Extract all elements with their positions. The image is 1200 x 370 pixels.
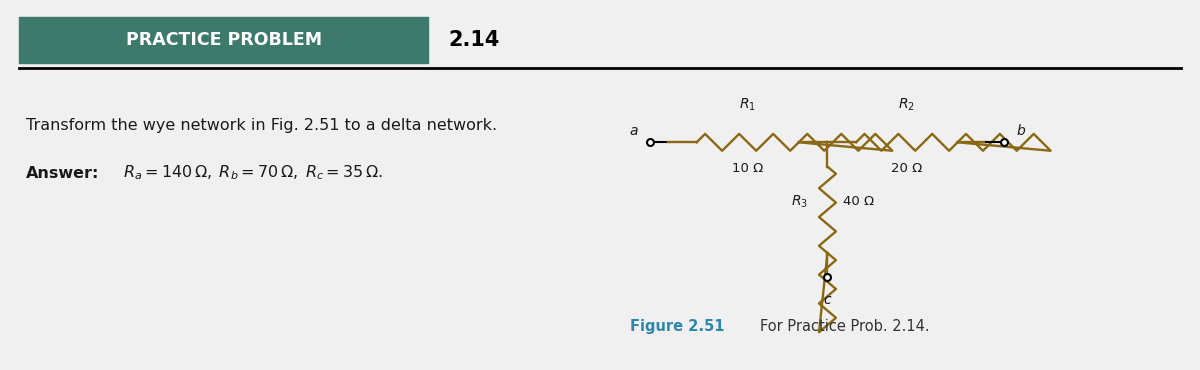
Text: $R_3$: $R_3$ — [791, 194, 808, 210]
Text: 40 Ω: 40 Ω — [844, 195, 875, 208]
Text: $R_a = 140\,\Omega,\; R_b = 70\,\Omega,\; R_c = 35\,\Omega.$: $R_a = 140\,\Omega,\; R_b = 70\,\Omega,\… — [124, 164, 383, 182]
Text: 10 Ω: 10 Ω — [732, 162, 763, 175]
Text: a: a — [630, 124, 638, 138]
Text: $R_2$: $R_2$ — [899, 96, 916, 112]
Text: Figure 2.51: Figure 2.51 — [630, 319, 725, 334]
Text: For Practice Prob. 2.14.: For Practice Prob. 2.14. — [760, 319, 929, 334]
Text: $R_1$: $R_1$ — [739, 96, 756, 112]
Text: c: c — [823, 293, 832, 307]
Text: 2.14: 2.14 — [449, 30, 499, 50]
Text: 20 Ω: 20 Ω — [892, 162, 923, 175]
Text: Transform the wye network in Fig. 2.51 to a delta network.: Transform the wye network in Fig. 2.51 t… — [26, 118, 498, 133]
Text: b: b — [1016, 124, 1025, 138]
FancyBboxPatch shape — [19, 17, 428, 63]
Text: Answer:: Answer: — [26, 166, 100, 181]
Text: PRACTICE PROBLEM: PRACTICE PROBLEM — [126, 31, 322, 49]
